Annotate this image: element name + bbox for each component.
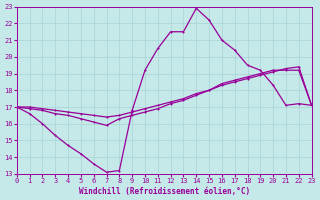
X-axis label: Windchill (Refroidissement éolien,°C): Windchill (Refroidissement éolien,°C) [79, 187, 250, 196]
